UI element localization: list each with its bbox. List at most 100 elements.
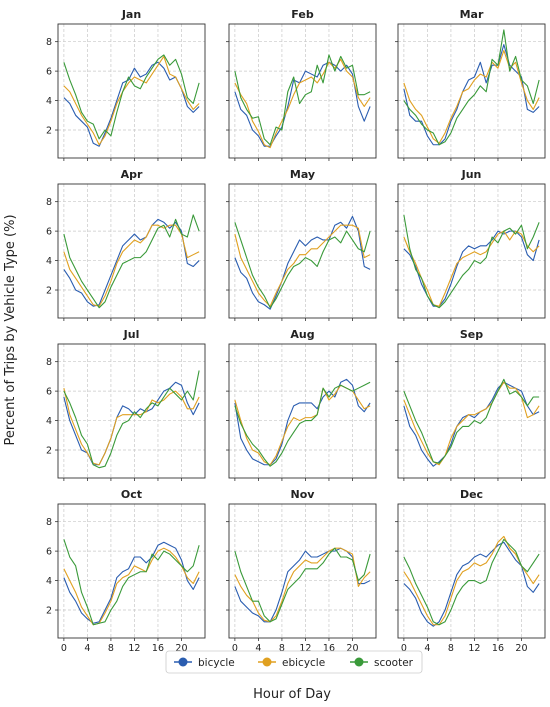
- panel-jan: Jan 2 4 6 8: [46, 8, 206, 161]
- plot-area: [229, 24, 376, 158]
- x-tick-label: 4: [424, 643, 430, 654]
- series-line-scooter: [234, 547, 371, 623]
- series-line-ebicycle: [234, 224, 371, 307]
- y-tick-label: 8: [46, 357, 52, 368]
- legend-box: [165, 650, 423, 674]
- y-tick-label: 6: [46, 67, 52, 78]
- series-line-ebicycle: [403, 535, 540, 626]
- panel-sep: Sep: [395, 328, 546, 481]
- series-line-scooter: [403, 29, 540, 146]
- legend-item-scooter: scooter: [350, 657, 414, 669]
- series-line-ebicycle: [63, 224, 200, 307]
- legend-label: bicycle: [198, 657, 235, 669]
- series-line-scooter: [63, 214, 200, 309]
- legend-marker: [354, 657, 364, 667]
- x-tick-label: 20: [346, 643, 358, 654]
- y-tick-label: 4: [46, 416, 52, 427]
- x-tick-label: 8: [448, 643, 454, 654]
- series-line-bicycle: [403, 44, 540, 146]
- series-line-bicycle: [63, 541, 200, 624]
- series-line-ebicycle: [234, 547, 371, 623]
- panel-title: Sep: [460, 328, 483, 341]
- legend-marker: [262, 657, 272, 667]
- x-tick-label: 4: [84, 643, 90, 654]
- plot-area: [398, 24, 545, 158]
- panel-frame: [57, 23, 206, 159]
- series-line-ebicycle: [403, 381, 540, 466]
- figure-x-axis-label: Hour of Day: [253, 687, 331, 702]
- panel-aug: Aug: [226, 328, 377, 481]
- legend-marker: [178, 657, 188, 667]
- plot-area: [398, 504, 545, 638]
- x-tick-label: 8: [108, 643, 114, 654]
- series-line-ebicycle: [63, 547, 200, 626]
- y-tick-label: 6: [46, 387, 52, 398]
- series-line-scooter: [403, 214, 540, 309]
- x-tick-label: 12: [468, 643, 480, 654]
- y-tick-label: 2: [46, 606, 52, 617]
- panel-frame: [228, 23, 377, 159]
- x-tick-label: 0: [401, 643, 407, 654]
- series-line-scooter: [403, 538, 540, 626]
- series-line-scooter: [63, 54, 200, 140]
- x-tick-label: 12: [128, 643, 140, 654]
- series-line-ebicycle: [234, 58, 371, 149]
- series-line-bicycle: [234, 61, 371, 147]
- panel-frame: [57, 343, 206, 479]
- legend-item-bicycle: bicycle: [174, 657, 235, 669]
- series-line-scooter: [63, 370, 200, 469]
- x-tick-label: 4: [255, 643, 261, 654]
- panel-frame: [397, 503, 546, 639]
- panel-jul: Jul 2 4 6 8: [46, 328, 206, 481]
- plot-area: [58, 184, 205, 318]
- series-line-ebicycle: [403, 49, 540, 144]
- panel-title: Apr: [121, 168, 143, 181]
- panel-frame: [57, 503, 206, 639]
- panel-oct: Oct 2 4 6 8 0 4 8 12 16 20: [46, 488, 206, 654]
- panel-mar: Mar: [395, 8, 546, 161]
- y-tick-label: 2: [46, 286, 52, 297]
- plot-area: [229, 184, 376, 318]
- series-line-ebicycle: [63, 388, 200, 466]
- series-line-bicycle: [403, 541, 540, 627]
- x-tick-label: 20: [515, 643, 527, 654]
- x-tick-label: 16: [323, 643, 335, 654]
- panel-frame: [397, 23, 546, 159]
- panel-title: Jun: [461, 168, 482, 181]
- panel-title: Jul: [123, 328, 140, 341]
- y-tick-label: 2: [46, 446, 52, 457]
- y-tick-label: 6: [46, 547, 52, 558]
- y-tick-label: 8: [46, 37, 52, 48]
- y-tick-label: 2: [46, 126, 52, 137]
- series-line-scooter: [234, 54, 371, 146]
- plot-area: [229, 344, 376, 478]
- panel-apr: Apr 2 4 6 8: [46, 168, 206, 321]
- panel-title: Aug: [290, 328, 314, 341]
- y-tick-label: 4: [46, 96, 52, 107]
- x-tick-label: 20: [175, 643, 187, 654]
- panel-title: Oct: [121, 488, 142, 501]
- series-line-bicycle: [234, 378, 371, 466]
- series-line-scooter: [234, 381, 371, 467]
- plot-area: [398, 344, 545, 478]
- plot-area: [398, 184, 545, 318]
- legend-label: ebicycle: [282, 657, 325, 669]
- y-tick-label: 6: [46, 227, 52, 238]
- panel-frame: [228, 503, 377, 639]
- legend-label: scooter: [374, 657, 414, 669]
- panel-title: Dec: [460, 488, 483, 501]
- figure-y-axis-label: Percent of Trips by Vehicle Type (%): [3, 214, 18, 445]
- series-line-scooter: [234, 222, 371, 309]
- x-tick-label: 0: [61, 643, 67, 654]
- series-line-bicycle: [234, 215, 371, 310]
- panel-frame: [397, 343, 546, 479]
- panel-title: Jan: [121, 8, 141, 21]
- panel-nov: Nov 0 4 8 12 16 20: [226, 488, 377, 654]
- x-tick-label: 16: [152, 643, 164, 654]
- legend: bicycle ebicycle scooter: [165, 650, 423, 674]
- series-line-bicycle: [63, 218, 200, 307]
- panel-dec: Dec 0 4 8 12 16 20: [395, 488, 546, 654]
- y-tick-label: 4: [46, 576, 52, 587]
- plot-area: [229, 504, 376, 638]
